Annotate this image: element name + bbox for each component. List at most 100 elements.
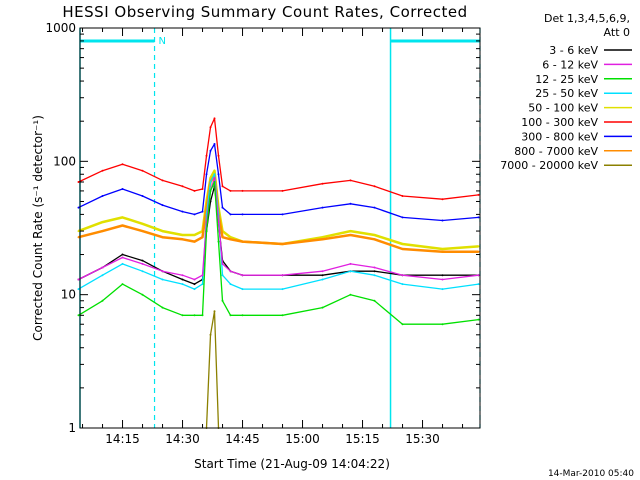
data-point [205, 154, 208, 157]
data-point [141, 230, 144, 233]
data-point [477, 216, 480, 219]
data-point [441, 274, 444, 277]
data-point [349, 179, 352, 182]
data-point [441, 278, 444, 281]
data-point [77, 181, 80, 183]
series-layer [77, 117, 480, 429]
data-point [121, 253, 124, 256]
data-point [209, 189, 212, 192]
data-point [349, 293, 352, 296]
data-point [349, 230, 352, 233]
data-point [221, 299, 224, 302]
y-tick-label: 100 [53, 154, 76, 168]
data-point [241, 314, 244, 317]
data-point [101, 221, 104, 224]
data-point [477, 274, 480, 277]
y-tick-label: 10 [61, 288, 76, 302]
data-point [193, 213, 196, 216]
timestamp: 14-Mar-2010 05:40 [548, 469, 634, 479]
data-point [193, 314, 196, 317]
series-line-12-25-kev [78, 181, 479, 325]
data-point [213, 310, 216, 313]
data-point [201, 236, 204, 239]
data-point [209, 177, 212, 179]
data-point [213, 177, 216, 179]
data-point [477, 318, 480, 321]
data-point [141, 222, 144, 225]
data-point [101, 274, 104, 277]
data-point [161, 306, 164, 309]
data-point [349, 270, 352, 273]
legend-header-line-2: Att 0 [604, 26, 630, 39]
data-point [209, 181, 212, 183]
data-point [477, 283, 480, 286]
series-line-6-12-kev [78, 177, 479, 281]
data-point [401, 216, 404, 219]
data-point [281, 213, 284, 216]
data-point [121, 256, 124, 259]
data-point [321, 306, 324, 309]
data-point [141, 262, 144, 265]
data-point [217, 240, 220, 243]
data-point [321, 270, 324, 273]
data-point [121, 163, 124, 166]
data-point [213, 181, 216, 183]
legend-label-800-7000-kev: 800 - 7000 keV [514, 145, 598, 158]
data-point [213, 169, 216, 172]
data-point [209, 126, 212, 129]
data-point [161, 270, 164, 273]
data-point [441, 323, 444, 326]
data-point [441, 198, 444, 201]
data-point [221, 262, 224, 265]
data-point [121, 216, 124, 219]
data-point [161, 179, 164, 182]
data-point [181, 278, 184, 281]
data-point [209, 333, 212, 336]
data-point [201, 274, 204, 277]
data-point [77, 236, 80, 239]
data-point [217, 173, 220, 176]
data-point [193, 234, 196, 236]
data-point [141, 195, 144, 197]
data-point [201, 210, 204, 213]
data-point [281, 189, 284, 192]
data-point [205, 173, 208, 176]
data-point [193, 283, 196, 286]
data-point [201, 314, 204, 317]
x-tick-label: 14:30 [165, 432, 200, 446]
data-point [181, 234, 184, 236]
data-point [477, 193, 480, 196]
data-point [229, 283, 232, 286]
data-point [77, 230, 80, 233]
data-point [241, 213, 244, 216]
data-point [321, 278, 324, 281]
data-point [217, 154, 220, 157]
y-tick-label: 1 [68, 421, 76, 435]
x-tick-label: 15:00 [285, 432, 320, 446]
data-point [229, 270, 232, 273]
data-point [181, 314, 184, 317]
data-point [229, 238, 232, 241]
data-point [281, 274, 284, 277]
data-point [181, 283, 184, 286]
series-line-7000-20000-kev [205, 310, 220, 429]
data-point [121, 283, 124, 286]
data-point [349, 234, 352, 236]
data-point [121, 262, 124, 265]
data-point [201, 188, 204, 190]
data-point [221, 185, 224, 188]
legend-label-3-6-kev: 3 - 6 keV [549, 44, 598, 57]
data-point [213, 143, 216, 145]
data-point [121, 224, 124, 227]
legend-label-300-800-kev: 300 - 800 keV [521, 130, 598, 143]
data-point [193, 278, 196, 281]
data-point [373, 266, 376, 269]
data-point [349, 202, 352, 205]
data-point [401, 283, 404, 286]
data-point [209, 149, 212, 152]
series-12-25-kev [77, 181, 480, 326]
data-point [201, 283, 204, 286]
x-tick-label: 15:30 [405, 432, 440, 446]
data-point [241, 274, 244, 277]
